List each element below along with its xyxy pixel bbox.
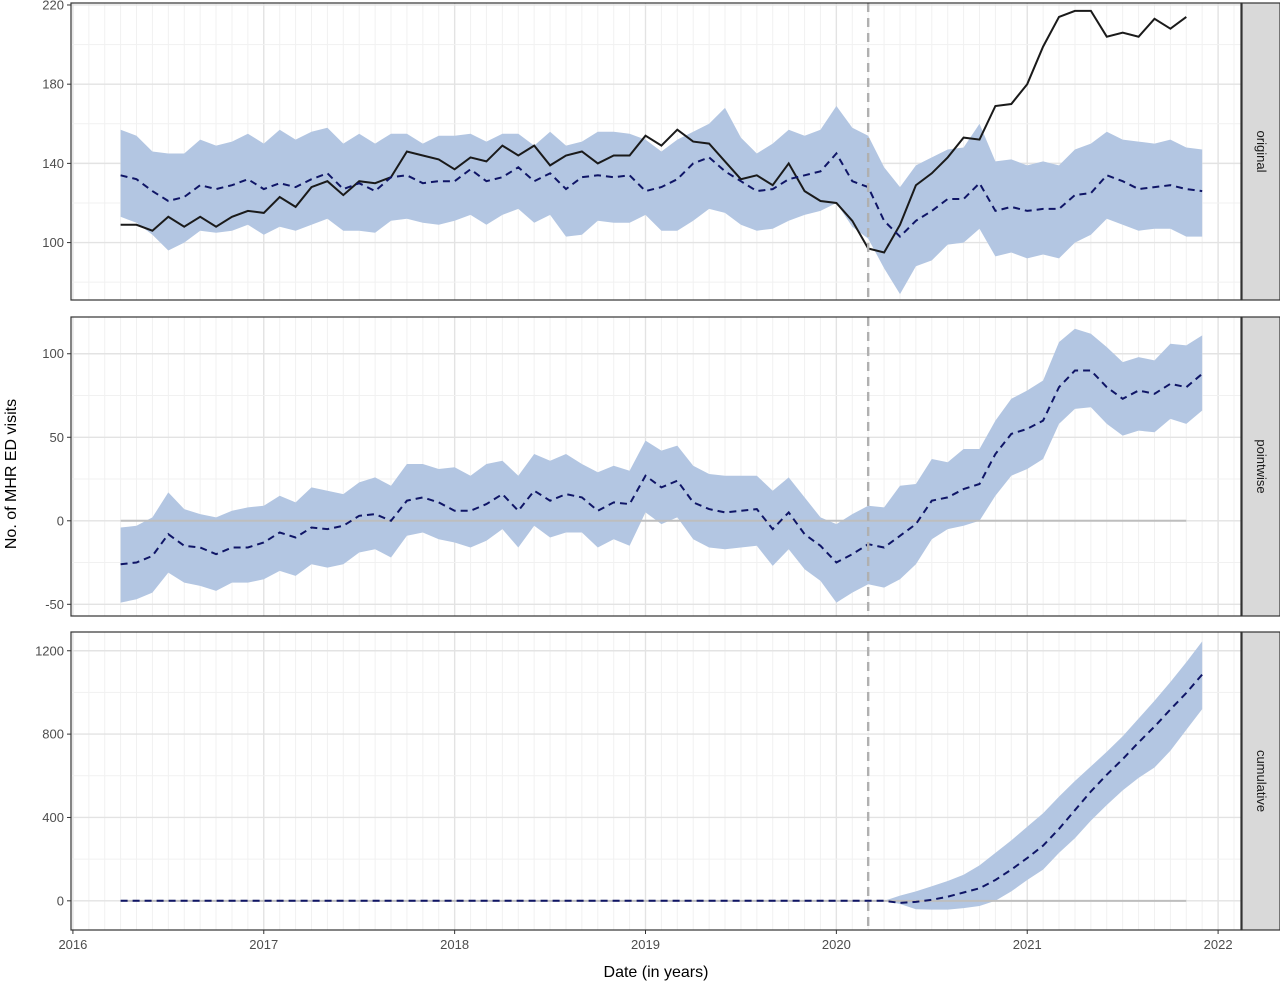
panel-border (70, 2, 1242, 301)
x-axis: 2016 2017 2018 2019 2020 2021 2022 (58, 930, 1233, 952)
confidence-band (120, 106, 1203, 295)
observed-series-line (120, 9, 1187, 254)
facet-strip (1241, 2, 1280, 301)
panel-pointwise: -50 0 50 100 pointwise (42, 316, 1280, 617)
y-tick-label: 0 (57, 893, 64, 908)
y-tick-label: 100 (42, 235, 64, 250)
y-tick-label: 180 (42, 77, 64, 92)
confidence-band (120, 328, 1203, 603)
x-tick-label: 2019 (631, 937, 660, 952)
y-tick-label: 0 (57, 513, 64, 528)
counterfactual-series-line (120, 673, 1203, 904)
x-tick-label: 2018 (440, 937, 469, 952)
x-axis-title: Date (in years) (604, 964, 709, 981)
y-tick-label: 140 (42, 156, 64, 171)
y-axis-title: No. of MHR ED visits (3, 399, 20, 549)
x-tick-label: 2020 (822, 937, 851, 952)
panels-layer: 100 140 180 220 original -50 0 50 100 pointwise 0 4… (35, 0, 1280, 931)
y-tick-label: 400 (42, 810, 64, 825)
y-tick-label: 800 (42, 727, 64, 742)
panel-border (70, 316, 1242, 617)
counterfactual-series-line (120, 369, 1203, 566)
panel-original: 100 140 180 220 original (42, 0, 1280, 301)
x-tick-label: 2017 (249, 937, 278, 952)
y-tick-label: 1200 (35, 643, 64, 658)
facet-strip (1241, 316, 1280, 617)
y-tick-label: -50 (45, 597, 64, 612)
facet-strip-label: cumulative (1254, 750, 1269, 812)
y-tick-label: 100 (42, 346, 64, 361)
x-tick-label: 2016 (58, 937, 87, 952)
y-tick-label: 220 (42, 0, 64, 12)
counterfactual-series-line (120, 151, 1203, 239)
facet-strip-label: original (1254, 131, 1269, 173)
panel-border (70, 631, 1242, 931)
y-tick-label: 50 (50, 430, 64, 445)
x-tick-label: 2022 (1204, 937, 1233, 952)
facet-strip-label: pointwise (1254, 439, 1269, 493)
facet-strip (1241, 631, 1280, 931)
x-tick-label: 2021 (1013, 937, 1042, 952)
panel-background (71, 632, 1241, 930)
panel-cumulative: 0 400 800 1200 cumulative (35, 631, 1280, 931)
